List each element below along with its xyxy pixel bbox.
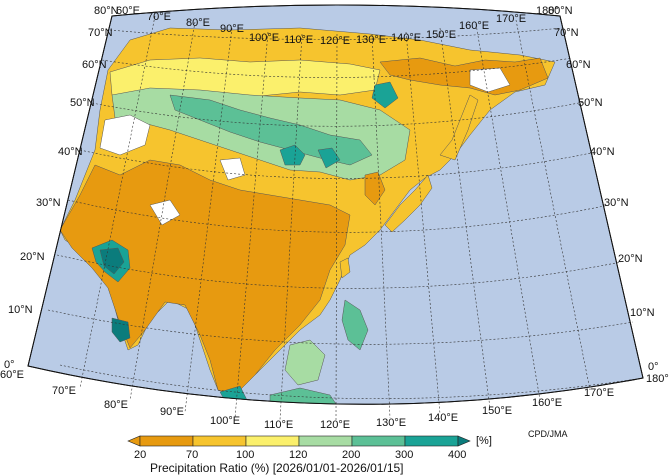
lat-label-left-3: 50°N	[70, 97, 95, 109]
korea	[364, 171, 386, 206]
lon-label-top-12: 180°	[536, 5, 559, 17]
lat-label-left-7: 10°N	[8, 304, 33, 316]
colorbar-low-arrow	[127, 435, 141, 447]
colorbar: 20 70 100 120 200 300 400 [%] Precipitat…	[127, 435, 492, 475]
lon-label-bottom-2: 80°E	[104, 399, 128, 411]
lat-label-left-2: 60°N	[82, 59, 107, 71]
colorbar-high-arrow	[457, 435, 471, 447]
colorbar-tick-70: 70	[186, 449, 198, 461]
lat-label-left-1: 70°N	[88, 27, 113, 39]
lon-label-bottom-6: 120°E	[320, 419, 350, 431]
lon-label-top-10: 160°E	[459, 20, 489, 32]
colorbar-segment-200-300	[351, 435, 406, 447]
colorbar-tick-120: 120	[289, 449, 307, 461]
lon-label-top-5: 110°E	[284, 34, 313, 46]
lat-label-right-7: 10°N	[630, 307, 655, 319]
lon-label-top-1: 70°E	[147, 11, 171, 23]
colorbar-segment-20-70	[139, 435, 194, 447]
lon-label-bottom-8: 140°E	[428, 412, 458, 424]
lon-label-bottom-1: 70°E	[52, 385, 76, 397]
colorbar-segment-120-200	[298, 435, 353, 447]
colorbar-tick-100: 100	[236, 449, 254, 461]
lat-label-right-1: 70°N	[554, 27, 579, 39]
lon-label-bottom-10: 160°E	[532, 397, 562, 409]
wet-core-1	[279, 144, 306, 166]
land-layer	[59, 27, 556, 405]
lon-label-bottom-12: 180°	[646, 373, 669, 385]
latitude-labels-right: 80°N 70°N 60°N 50°N 40°N 30°N 20°N 10°N …	[548, 5, 659, 373]
credit-label: CPD/JMA	[528, 429, 568, 439]
lat-label-right-4: 40°N	[590, 146, 615, 158]
lat-label-right-8: 0°	[648, 361, 659, 373]
lat-label-left-0: 80°N	[94, 5, 119, 17]
lon-label-top-2: 80°E	[186, 17, 210, 29]
lon-label-top-6: 120°E	[320, 35, 350, 47]
lat-label-left-4: 40°N	[58, 146, 83, 158]
lat-label-left-6: 20°N	[20, 251, 45, 263]
wet-india-core	[99, 247, 125, 275]
borneo	[284, 339, 326, 386]
lon-label-top-4: 100°E	[249, 32, 279, 44]
lon-label-bottom-7: 130°E	[376, 417, 406, 429]
lat-label-right-6: 20°N	[618, 253, 643, 265]
lon-label-bottom-9: 150°E	[482, 405, 512, 417]
lon-label-bottom-5: 110°E	[264, 419, 293, 431]
lon-label-top-0: 60°E	[116, 5, 140, 17]
colorbar-tick-200: 200	[342, 449, 360, 461]
lon-label-bottom-11: 170°E	[584, 387, 614, 399]
colorbar-unit: [%]	[476, 435, 492, 447]
colorbar-segment-300-400	[404, 435, 459, 447]
sakhalin-hokkaido	[439, 94, 479, 161]
longitude-labels-top: 60°E 70°E 80°E 90°E 100°E 110°E 120°E 13…	[116, 5, 559, 47]
dry-region-south	[59, 159, 351, 396]
wet-indonesia	[269, 387, 341, 405]
colorbar-title: Precipitation Ratio (%) [2026/01/01-2026…	[150, 461, 404, 475]
no-data-patch-4	[149, 199, 181, 226]
lon-label-bottom-3: 90°E	[160, 406, 184, 418]
colorbar-tick-20: 20	[134, 449, 146, 461]
taiwan	[339, 257, 351, 279]
wet-core-2	[317, 147, 341, 169]
lat-label-right-0: 80°N	[548, 5, 573, 17]
lon-label-top-7: 130°E	[356, 34, 386, 46]
no-data-patch-2	[219, 157, 246, 181]
lon-label-top-11: 170°E	[496, 13, 526, 25]
lon-label-bottom-4: 100°E	[210, 415, 240, 427]
lon-label-bottom-0: 60°E	[0, 369, 24, 381]
colorbar-segment-70-100	[192, 435, 247, 447]
lat-label-right-3: 50°N	[578, 97, 603, 109]
latitude-labels-left: 80°N 70°N 60°N 50°N 40°N 30°N 20°N 10°N …	[4, 5, 119, 371]
lat-label-right-2: 60°N	[566, 59, 591, 71]
philippines	[341, 299, 369, 351]
wet-core-3	[371, 81, 399, 109]
colorbar-tick-300: 300	[395, 449, 413, 461]
map-border	[27, 4, 644, 405]
wet-band-inner	[169, 94, 373, 166]
lat-label-right-5: 30°N	[604, 197, 629, 209]
no-data-patch-3	[469, 67, 511, 93]
lon-label-top-8: 140°E	[391, 32, 421, 44]
colorbar-tick-400: 400	[448, 449, 466, 461]
lon-label-top-9: 150°E	[426, 29, 456, 41]
colorbar-segment-100-120	[245, 435, 300, 447]
wet-india-south	[111, 317, 131, 343]
lat-label-left-5: 30°N	[36, 197, 61, 209]
no-data-patch-1	[99, 114, 151, 156]
longitude-labels-bottom: 60°E 70°E 80°E 90°E 100°E 110°E 120°E 13…	[0, 369, 669, 431]
lon-label-top-3: 90°E	[220, 23, 244, 35]
lat-label-left-8: 0°	[4, 359, 15, 371]
